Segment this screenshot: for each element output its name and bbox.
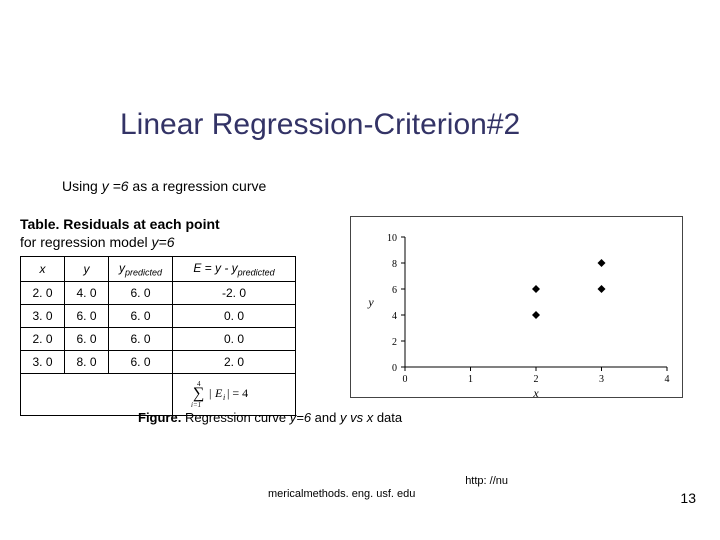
table-header-row: x y ypredicted E = y - ypredicted: [21, 257, 296, 282]
sum-formula: 4 ∑ i=1 | E i | = 4: [179, 378, 289, 408]
subtitle-equation: y =6: [102, 178, 129, 194]
svg-text:|: |: [209, 386, 211, 400]
page-title: Linear Regression-Criterion#2: [120, 108, 520, 142]
subtitle-suffix: as a regression curve: [129, 178, 267, 194]
svg-text:y: y: [367, 295, 374, 309]
figure-caption: Figure. Regression curve y=6 and y vs x …: [138, 410, 402, 425]
svg-text:2: 2: [392, 337, 397, 348]
fig-suffix: data: [373, 410, 402, 425]
svg-text:E: E: [214, 386, 223, 400]
svg-text:3: 3: [599, 374, 604, 385]
svg-text:4: 4: [392, 311, 397, 322]
page-number: 13: [680, 490, 696, 506]
svg-text:| = 4: | = 4: [227, 386, 248, 400]
cell-e: 0. 0: [173, 305, 296, 328]
residuals-table: x y ypredicted E = y - ypredicted 2. 0 4…: [20, 256, 296, 416]
header-ypredicted: ypredicted: [109, 257, 173, 282]
cell-x: 2. 0: [21, 282, 65, 305]
cell-yp: 6. 0: [109, 351, 173, 374]
table-caption-equation: y=6: [152, 234, 175, 250]
scatter-chart: 0 1 2 3 4 0 2 4 6 8 10 x y: [350, 216, 683, 398]
footer-url-right: http: //nu: [268, 475, 508, 488]
header-x: x: [21, 257, 65, 282]
table-caption-line1: Table. Residuals at each point: [20, 216, 220, 232]
cell-x: 3. 0: [21, 305, 65, 328]
cell-yp: 6. 0: [109, 305, 173, 328]
svg-text:i: i: [223, 393, 225, 402]
cell-y: 4. 0: [65, 282, 109, 305]
svg-text:0: 0: [403, 374, 408, 385]
subtitle: Using y =6 as a regression curve: [62, 178, 266, 194]
fig-eq: y=6: [290, 410, 311, 425]
cell-e: 2. 0: [173, 351, 296, 374]
cell-x: 2. 0: [21, 328, 65, 351]
header-y: y: [65, 257, 109, 282]
cell-e: 0. 0: [173, 328, 296, 351]
cell-y: 6. 0: [65, 328, 109, 351]
subtitle-prefix: Using: [62, 178, 102, 194]
table-row: 3. 0 6. 0 6. 0 0. 0: [21, 305, 296, 328]
cell-y: 6. 0: [65, 305, 109, 328]
fig-prefix: Figure.: [138, 410, 185, 425]
svg-text:∑: ∑: [193, 385, 204, 402]
svg-text:4: 4: [665, 374, 670, 385]
fig-mid1: Regression curve: [185, 410, 290, 425]
fig-mid2: and: [311, 410, 340, 425]
svg-text:i=1: i=1: [191, 401, 201, 408]
svg-text:0: 0: [392, 363, 397, 374]
svg-text:x: x: [532, 386, 539, 397]
svg-text:8: 8: [392, 259, 397, 270]
svg-text:2: 2: [534, 374, 539, 385]
footer-url: http: //nu mericalmethods. eng. usf. edu: [268, 475, 508, 501]
header-error: E = y - ypredicted: [173, 257, 296, 282]
table-row: 2. 0 6. 0 6. 0 0. 0: [21, 328, 296, 351]
cell-e: -2. 0: [173, 282, 296, 305]
svg-text:1: 1: [468, 374, 473, 385]
fig-yvsx: y vs x: [340, 410, 373, 425]
cell-yp: 6. 0: [109, 282, 173, 305]
footer-url-left: mericalmethods. eng. usf. edu: [268, 488, 415, 500]
cell-y: 8. 0: [65, 351, 109, 374]
table-row: 3. 0 8. 0 6. 0 2. 0: [21, 351, 296, 374]
svg-text:6: 6: [392, 285, 397, 296]
cell-yp: 6. 0: [109, 328, 173, 351]
table-row: 2. 0 4. 0 6. 0 -2. 0: [21, 282, 296, 305]
table-caption: Table. Residuals at each point for regre…: [20, 215, 220, 251]
svg-text:10: 10: [387, 233, 397, 244]
cell-x: 3. 0: [21, 351, 65, 374]
table-caption-line2-prefix: for regression model: [20, 234, 152, 250]
